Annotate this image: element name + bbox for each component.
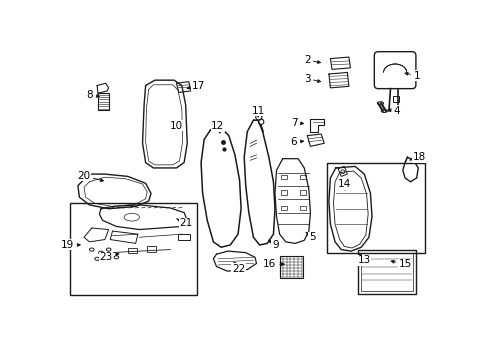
Text: 13: 13 — [357, 254, 370, 265]
Bar — [128, 248, 137, 253]
Text: 18: 18 — [410, 152, 426, 162]
Bar — [358, 249, 416, 294]
Text: 7: 7 — [291, 117, 303, 127]
Bar — [300, 190, 306, 195]
Bar — [147, 247, 156, 252]
Bar — [281, 175, 287, 180]
Text: 4: 4 — [388, 106, 400, 116]
Text: 19: 19 — [61, 240, 80, 250]
Bar — [361, 253, 413, 291]
Text: 9: 9 — [269, 240, 278, 250]
Bar — [300, 206, 306, 210]
Text: 8: 8 — [87, 90, 99, 100]
Text: 17: 17 — [187, 81, 205, 91]
Text: 21: 21 — [176, 219, 193, 228]
Text: 11: 11 — [252, 106, 265, 117]
Text: 15: 15 — [391, 259, 412, 269]
Text: 16: 16 — [263, 259, 284, 269]
Bar — [70, 203, 197, 295]
Text: 10: 10 — [171, 121, 183, 131]
Text: 1: 1 — [405, 71, 420, 81]
Ellipse shape — [381, 109, 388, 112]
Text: 3: 3 — [304, 73, 320, 84]
Bar — [300, 175, 306, 180]
Bar — [281, 206, 287, 210]
Text: 23: 23 — [99, 252, 119, 262]
Ellipse shape — [377, 102, 384, 105]
Bar — [280, 256, 303, 278]
Text: 22: 22 — [232, 262, 245, 274]
Text: 5: 5 — [306, 232, 316, 242]
Bar — [98, 93, 109, 110]
Bar — [393, 95, 399, 102]
Text: 6: 6 — [291, 137, 303, 147]
Text: 14: 14 — [337, 179, 351, 190]
Bar — [178, 234, 190, 240]
Text: 12: 12 — [211, 121, 224, 133]
Bar — [327, 163, 425, 253]
Text: 2: 2 — [304, 55, 320, 65]
Text: 20: 20 — [77, 171, 103, 181]
Bar — [281, 190, 287, 195]
